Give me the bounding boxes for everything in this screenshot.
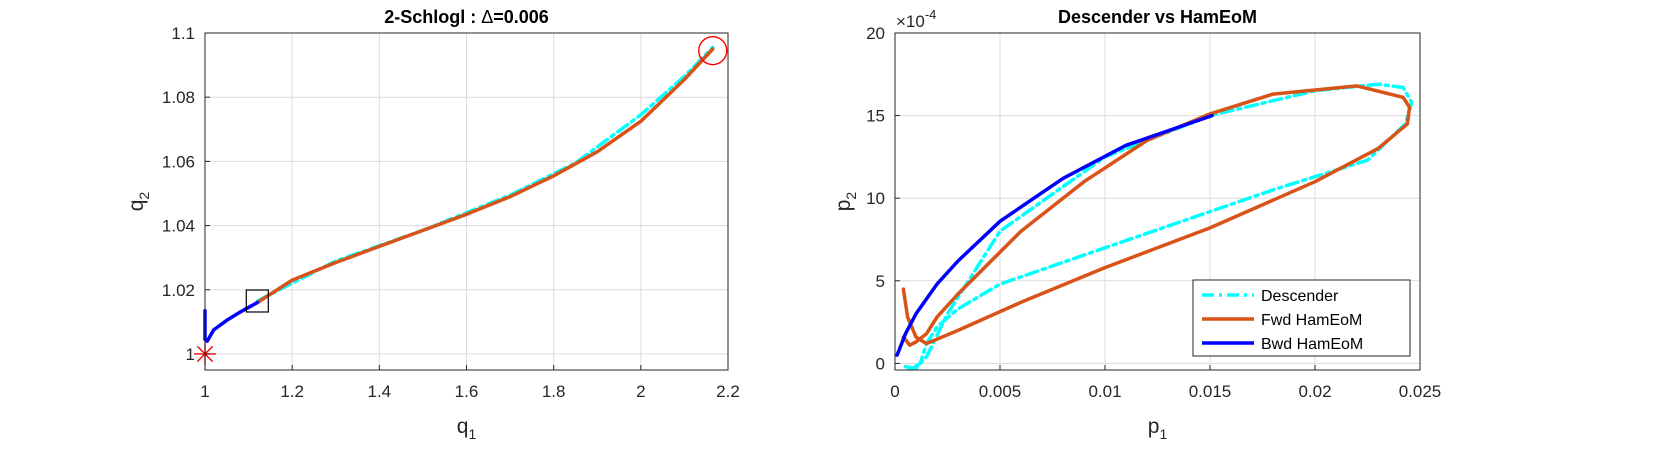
right-ylabel-subscript: 2 — [843, 192, 859, 200]
x-tick-label: 0.025 — [1399, 382, 1442, 401]
bwd-series-line — [895, 113, 1214, 357]
x-tick-label: 0.02 — [1298, 382, 1331, 401]
x-tick-label: 1.2 — [280, 382, 304, 401]
right-xlabel-base: p — [1148, 415, 1160, 438]
x-tick-label: 2 — [636, 382, 645, 401]
x-tick-label: 1 — [200, 382, 209, 401]
x-tick-label: 1.4 — [368, 382, 392, 401]
left-x-axis-label: q1 — [457, 415, 477, 442]
left-title-prefix: 2-Schlogl : — [384, 7, 481, 27]
legend-label-descender: Descender — [1261, 288, 1339, 305]
legend: Descender Fwd HamEoM Bwd HamEoM — [1192, 279, 1411, 357]
x-tick-label: 1.6 — [455, 382, 479, 401]
x-tick-label: 2.2 — [716, 382, 740, 401]
right-y-exponent: -4 — [925, 7, 937, 22]
legend-label-fwd: Fwd HamEoM — [1261, 312, 1362, 329]
left-ticks: 1 1.2 1.4 1.6 1.8 2 2.2 1 1.02 1.04 1.06 1.08 1.1 — [162, 24, 740, 401]
y-tick-label: 15 — [866, 107, 885, 126]
left-chart-title: 2-Schlogl : Δ=0.006 — [384, 7, 549, 27]
left-grid — [204, 32, 729, 370]
right-ylabel-base: p — [832, 200, 855, 212]
y-tick-label: 20 — [866, 24, 885, 43]
right-y-axis-label: p2 — [832, 192, 859, 212]
x-tick-label: 0.015 — [1189, 382, 1232, 401]
y-tick-label: 0 — [876, 354, 885, 373]
x-tick-label: 0.01 — [1088, 382, 1121, 401]
right-axes-frame — [894, 32, 1421, 371]
fwd-series-line — [901, 84, 1412, 347]
right-x-axis-label: p1 — [1148, 415, 1168, 442]
right-y-exponent-label: ×10-4 — [896, 7, 936, 31]
y-tick-label: 1.08 — [162, 88, 195, 107]
y-tick-label: 5 — [876, 272, 885, 291]
switch-square-marker — [245, 289, 269, 313]
legend-label-bwd: Bwd HamEoM — [1261, 336, 1363, 353]
left-markers-group — [194, 35, 728, 365]
left-title-suffix: =0.006 — [493, 7, 549, 27]
descender-series-line — [255, 45, 715, 303]
left-axes: 1 1.2 1.4 1.6 1.8 2 2.2 1 1.02 1.04 1.06 1.08 1.1 2-… — [125, 7, 740, 442]
right-ticks: 0 0.005 0.01 0.015 0.02 0.025 0 5 10 15 20 — [866, 24, 1441, 401]
y-tick-label: 1.02 — [162, 281, 195, 300]
left-title-delta-symbol: Δ — [481, 7, 493, 27]
y-tick-label: 1.04 — [162, 217, 195, 236]
y-tick-label: 1.1 — [171, 24, 195, 43]
legend-items: Descender Fwd HamEoM Bwd HamEoM — [1202, 288, 1363, 353]
x-tick-label: 0.005 — [979, 382, 1022, 401]
bwd-series-line — [203, 300, 260, 343]
end-circle-marker — [698, 35, 728, 66]
y-tick-label: 10 — [866, 189, 885, 208]
left-ylabel-subscript: 2 — [136, 192, 152, 200]
right-axes: 0 0.005 0.01 0.015 0.02 0.025 0 5 10 15 20 Descend… — [832, 7, 1441, 442]
y-tick-label: 1 — [186, 345, 195, 364]
left-ylabel-base: q — [125, 200, 148, 212]
left-xlabel-subscript: 1 — [468, 426, 476, 442]
right-chart-title: Descender vs HamEoM — [1058, 7, 1257, 27]
right-series-group — [895, 82, 1414, 371]
left-xlabel-base: q — [457, 415, 469, 438]
fwd-series-line — [255, 47, 715, 305]
right-y-multiplier: ×10 — [896, 12, 925, 31]
x-tick-label: 1.8 — [542, 382, 566, 401]
x-tick-label: 0 — [890, 382, 899, 401]
y-tick-label: 1.06 — [162, 152, 195, 171]
left-y-axis-label: q2 — [125, 192, 152, 212]
left-series-group — [203, 45, 715, 343]
right-xlabel-subscript: 1 — [1159, 426, 1167, 442]
